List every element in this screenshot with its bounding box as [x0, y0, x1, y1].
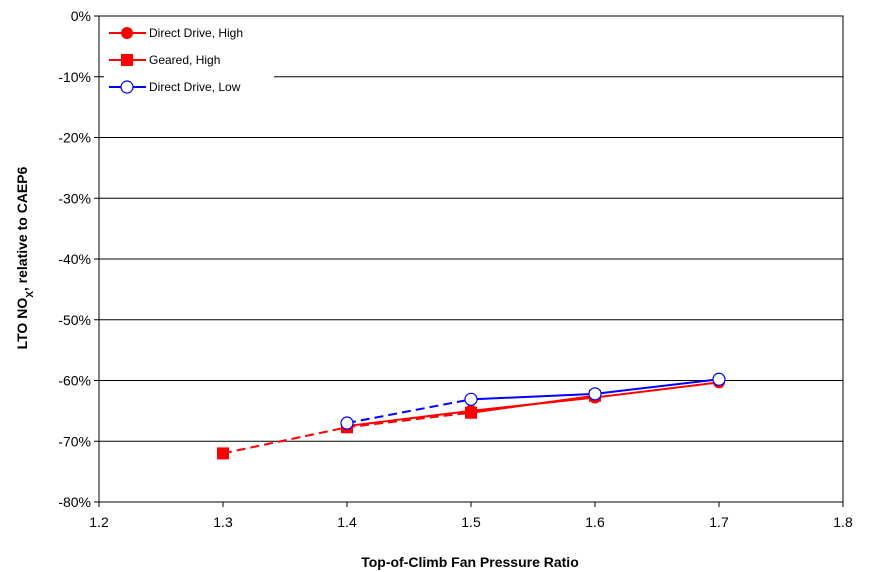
- y-tick-label: 0%: [71, 8, 91, 24]
- x-tick-label: 1.7: [709, 514, 729, 530]
- x-axis-title: Top-of-Climb Fan Pressure Ratio: [361, 554, 579, 570]
- y-tick-label: -50%: [58, 312, 91, 328]
- y-axis-ticks: 0% -10% -20% -30% -40% -50% -60% -70% -80%: [58, 8, 99, 510]
- x-tick-label: 1.2: [89, 514, 109, 530]
- legend-item: Direct Drive, Low: [109, 80, 241, 94]
- x-tick-label: 1.3: [213, 514, 233, 530]
- data-point: [712, 372, 726, 386]
- legend-label: Direct Drive, High: [149, 26, 243, 40]
- y-tick-label: -60%: [58, 373, 91, 389]
- data-point: [588, 387, 602, 401]
- y-tick-label: -10%: [58, 69, 91, 85]
- y-tick-label: -70%: [58, 433, 91, 449]
- series-line-dashed: [346, 398, 472, 425]
- data-point: [464, 392, 478, 406]
- series-line: [470, 394, 596, 414]
- series-direct-drive-low: [340, 372, 726, 430]
- x-tick-label: 1.4: [337, 514, 357, 530]
- y-axis-title-subscript: X: [25, 291, 36, 298]
- legend-label: Direct Drive, Low: [149, 80, 241, 94]
- y-axis-title: LTO NOX, relative to CAEP6: [14, 166, 36, 349]
- y-tick-label: -30%: [58, 190, 91, 206]
- y-axis-title-main: LTO NO: [14, 298, 30, 350]
- legend-item: Direct Drive, High: [109, 26, 243, 40]
- legend: Direct Drive, High Geared, High Direct Dri…: [104, 21, 274, 97]
- y-tick-label: -20%: [58, 130, 91, 146]
- data-point: [340, 416, 354, 430]
- y-tick-label: -80%: [58, 494, 91, 510]
- data-point: [465, 406, 477, 419]
- series-layer: [217, 372, 726, 460]
- x-tick-label: 1.5: [461, 514, 481, 530]
- data-point: [217, 447, 229, 460]
- x-axis-ticks: 1.2 1.3 1.4 1.5 1.6 1.7 1.8: [89, 502, 853, 530]
- legend-label: Geared, High: [149, 53, 220, 67]
- x-tick-label: 1.8: [833, 514, 853, 530]
- legend-item: Geared, High: [109, 53, 220, 67]
- y-axis-title-rest: , relative to CAEP6: [14, 166, 30, 291]
- legend-marker: [121, 54, 133, 66]
- legend-marker: [121, 27, 133, 39]
- y-tick-label: -40%: [58, 251, 91, 267]
- x-tick-label: 1.6: [585, 514, 605, 530]
- legend-marker: [120, 80, 134, 94]
